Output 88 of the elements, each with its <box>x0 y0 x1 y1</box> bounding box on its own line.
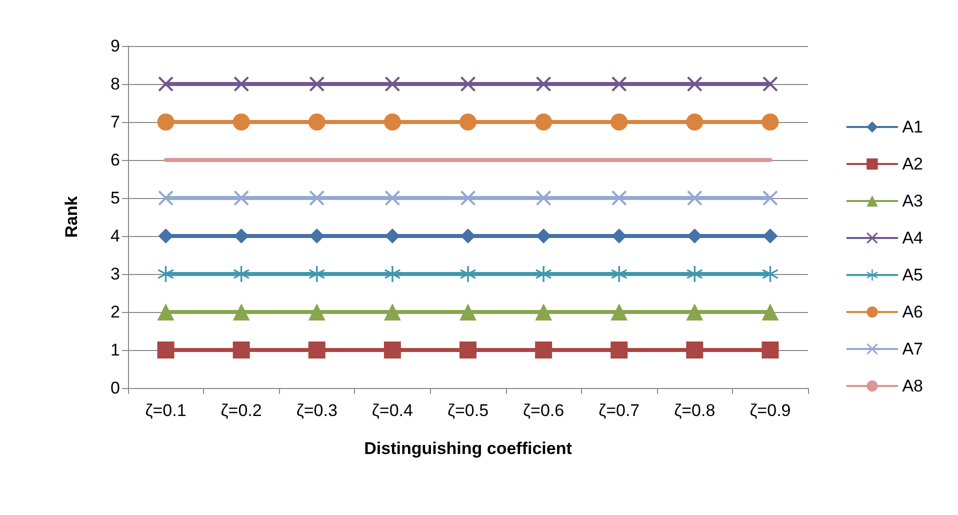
point <box>232 114 250 130</box>
point <box>687 190 702 206</box>
point <box>158 76 174 92</box>
y-tick-label: 3 <box>110 264 120 284</box>
legend-label: A6 <box>902 302 924 322</box>
point <box>687 76 702 92</box>
x-tick-label: ζ=0.7 <box>598 401 640 420</box>
point <box>234 228 249 244</box>
legend-label: A8 <box>902 376 924 396</box>
y-tick-label: 6 <box>110 150 120 170</box>
point <box>308 304 326 320</box>
point <box>460 266 476 282</box>
point <box>762 304 779 320</box>
point <box>762 76 778 92</box>
point <box>610 114 628 130</box>
point <box>762 114 779 130</box>
point <box>460 304 476 320</box>
point <box>232 304 250 320</box>
x-tick-label: ζ=0.3 <box>296 401 338 420</box>
point <box>612 76 627 92</box>
point <box>158 266 174 282</box>
point <box>535 304 552 320</box>
x-tick-label: ζ=0.5 <box>447 401 489 420</box>
point <box>535 342 552 358</box>
point <box>686 266 703 282</box>
point <box>762 266 778 282</box>
point <box>384 190 400 206</box>
point <box>308 114 326 130</box>
point <box>384 304 401 320</box>
point <box>308 266 325 282</box>
point <box>762 342 779 358</box>
y-axis-title: Rank <box>62 196 81 238</box>
point <box>686 114 704 130</box>
y-tick-label: 0 <box>110 378 120 398</box>
point <box>233 266 250 282</box>
point <box>460 76 476 92</box>
point <box>536 76 552 92</box>
point <box>460 190 476 206</box>
y-tick-label: 1 <box>110 340 120 360</box>
y-tick-label: 2 <box>110 302 120 322</box>
point <box>158 228 174 244</box>
legend-label: A7 <box>902 340 924 358</box>
point <box>157 304 174 320</box>
y-tick-label: 8 <box>110 74 120 94</box>
point <box>460 114 476 130</box>
x-tick-label: ζ=0.2 <box>220 401 262 420</box>
y-tick-label: 9 <box>110 36 120 56</box>
point <box>234 76 249 92</box>
x-tick-label: ζ=0.8 <box>674 401 716 420</box>
point <box>610 342 628 358</box>
point <box>762 228 778 244</box>
x-tick-label: ζ=0.6 <box>523 401 564 420</box>
x-tick-label: ζ=0.9 <box>750 401 791 420</box>
point <box>687 228 702 244</box>
x-tick-label: ζ=0.4 <box>372 401 413 420</box>
x-axis-title: Distinguishing coefficient <box>364 439 572 458</box>
point <box>610 304 628 320</box>
point <box>536 190 552 206</box>
legend-label: A4 <box>902 228 924 248</box>
point <box>384 266 400 282</box>
legend-label: A2 <box>902 154 924 174</box>
point <box>686 304 704 320</box>
point <box>536 266 552 282</box>
x-tick-label: ζ=0.1 <box>145 401 186 420</box>
point <box>612 190 627 206</box>
point <box>686 342 704 358</box>
y-tick-label: 5 <box>110 188 120 208</box>
point <box>384 342 401 358</box>
point <box>232 342 250 358</box>
point <box>309 76 324 92</box>
point <box>460 228 476 244</box>
point <box>611 266 628 282</box>
point <box>309 190 324 206</box>
point <box>535 114 552 130</box>
point <box>158 190 174 206</box>
point <box>762 190 778 206</box>
y-tick-label: 7 <box>110 112 120 132</box>
point <box>157 342 174 358</box>
legend-label: A3 <box>902 192 924 210</box>
y-tick-label: 4 <box>110 226 120 246</box>
point <box>157 114 174 130</box>
legend-label: A1 <box>902 118 924 136</box>
point <box>460 342 476 358</box>
point <box>384 76 400 92</box>
point <box>384 114 401 130</box>
point <box>308 342 326 358</box>
point <box>234 190 249 206</box>
legend-label: A5 <box>902 266 924 284</box>
